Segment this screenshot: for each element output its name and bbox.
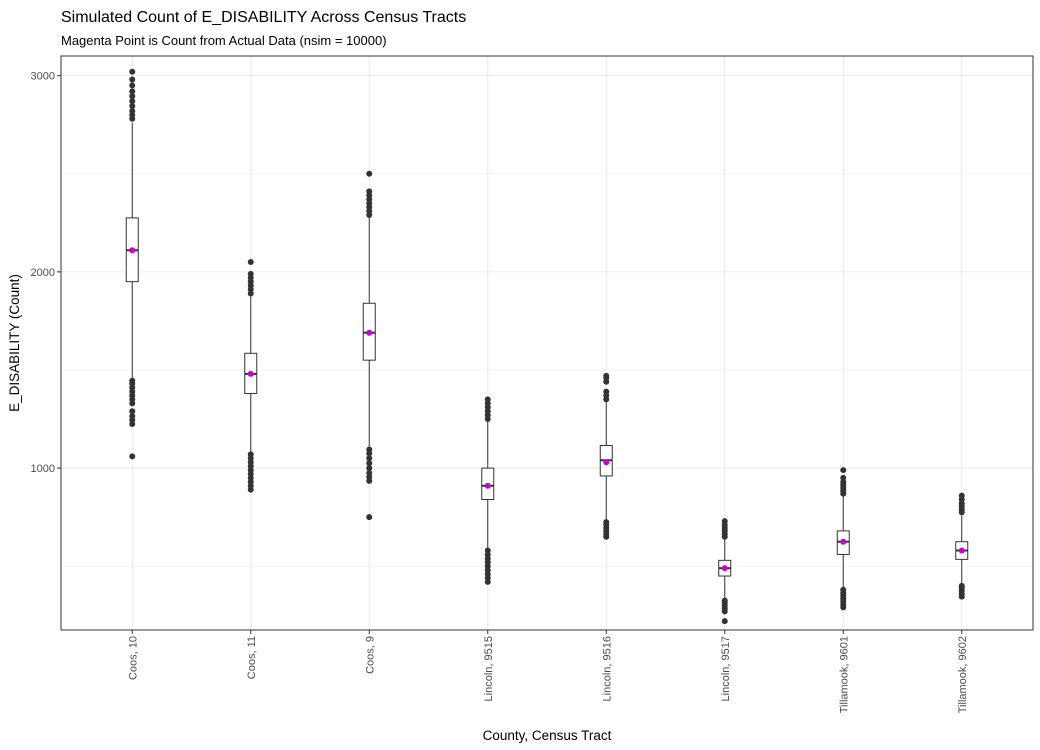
actual-data-point — [247, 370, 254, 377]
box-group — [481, 396, 495, 585]
outlier-point — [129, 93, 136, 100]
outlier-point — [366, 170, 373, 177]
actual-data-point — [840, 538, 847, 545]
y-axis-title: E_DISABILITY (Count) — [7, 274, 22, 412]
actual-data-point — [603, 459, 610, 466]
outlier-point — [958, 582, 965, 589]
outlier-point — [366, 470, 373, 477]
outlier-point — [366, 188, 373, 195]
x-tick-label: Coos, 9 — [364, 636, 376, 674]
outlier-point — [603, 372, 610, 379]
x-tick-label: Lincoln, 9515 — [483, 636, 495, 701]
outlier-point — [129, 98, 136, 105]
outlier-point — [247, 451, 254, 458]
outlier-point — [366, 446, 373, 453]
outlier-point — [129, 76, 136, 83]
outlier-point — [247, 270, 254, 277]
outlier-point — [840, 467, 847, 474]
outlier-point — [721, 518, 728, 525]
outlier-point — [129, 413, 136, 420]
actual-data-point — [958, 547, 965, 554]
outlier-point — [721, 597, 728, 604]
box-group — [125, 68, 139, 460]
outlier-point — [366, 465, 373, 472]
outlier-point — [129, 68, 136, 75]
box-group — [718, 518, 732, 625]
chart-title: Simulated Count of E_DISABILITY Across C… — [61, 9, 466, 26]
plot-border — [60, 55, 1034, 631]
chart-subtitle: Magenta Point is Count from Actual Data … — [61, 33, 387, 48]
x-tick-label: Coos, 11 — [246, 636, 258, 679]
box-marks — [125, 68, 969, 625]
box-group — [599, 372, 613, 540]
outlier-point — [603, 388, 610, 395]
y-tick-label: 1000 — [31, 463, 55, 475]
actual-data-point — [366, 329, 373, 336]
outlier-point — [366, 514, 373, 521]
outlier-point — [129, 88, 136, 95]
outlier-point — [129, 377, 136, 384]
x-tick-label: Tillamook, 9602 — [957, 636, 969, 713]
outlier-point — [840, 586, 847, 593]
axes: 1000 2000 3000 Coos, 10 Coos, 11 Coos, 9 Linco… — [31, 71, 969, 714]
outlier-point — [484, 396, 491, 403]
x-tick-label: Coos, 10 — [127, 636, 139, 680]
box-group — [244, 259, 258, 493]
actual-data-point — [129, 247, 136, 254]
actual-data-point — [721, 565, 728, 572]
outlier-point — [366, 455, 373, 462]
box-group — [955, 492, 969, 600]
box-group — [362, 170, 376, 521]
outlier-point — [484, 547, 491, 554]
outlier-point — [603, 519, 610, 526]
outlier-point — [840, 474, 847, 481]
plot-panel — [61, 56, 1033, 630]
outlier-point — [366, 460, 373, 467]
y-tick-label: 3000 — [31, 71, 55, 83]
actual-data-point — [484, 482, 491, 489]
x-tick-label: Lincoln, 9517 — [720, 636, 732, 701]
box-group — [836, 467, 850, 611]
y-tick-label: 2000 — [31, 267, 55, 279]
outlier-point — [247, 259, 254, 266]
outlier-point — [129, 453, 136, 460]
outlier-point — [958, 492, 965, 499]
x-tick-label: Lincoln, 9516 — [601, 636, 613, 701]
outlier-point — [129, 107, 136, 114]
x-axis-title: County, Census Tract — [483, 728, 612, 743]
outlier-point — [129, 408, 136, 415]
outlier-point — [721, 618, 728, 625]
x-tick-label: Tillamook, 9601 — [838, 636, 850, 713]
outlier-point — [129, 103, 136, 110]
outlier-point — [129, 82, 136, 89]
